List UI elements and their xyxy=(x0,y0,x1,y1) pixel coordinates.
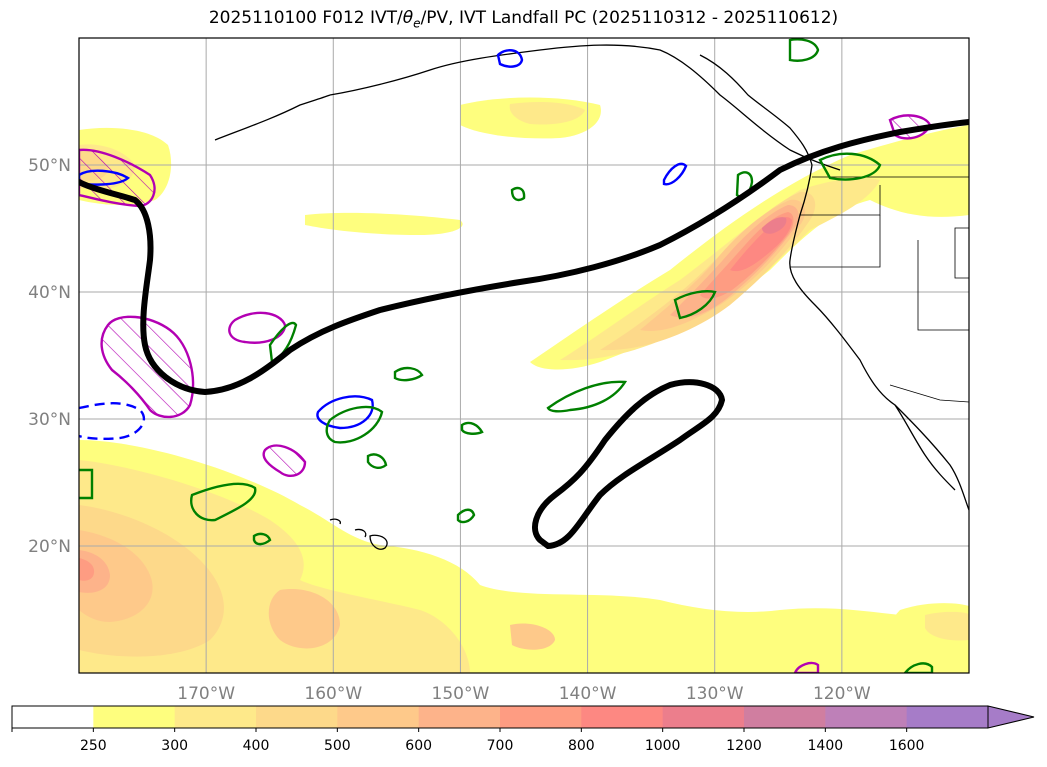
colorbar-level-label: 700 xyxy=(486,738,514,754)
map-figure: 20°N 30°N 40°N 50°N 170°W 160°W 150°W 140°W 130… xyxy=(28,37,970,700)
coastline-alaska xyxy=(329,44,841,171)
theta-e-contour-1 xyxy=(190,482,257,522)
colorbar-level-label: 400 xyxy=(242,738,270,754)
coastline-bc xyxy=(699,54,813,166)
pv-contour-southeast xyxy=(793,661,820,673)
colorbar-ticks xyxy=(11,728,908,732)
landfall-contours xyxy=(79,119,969,550)
border-or-ca xyxy=(790,215,881,268)
colorbar-segment xyxy=(662,706,745,728)
colorbar-segment xyxy=(12,706,94,728)
ivt-shading xyxy=(79,97,969,673)
colorbar-level-label: 1200 xyxy=(726,738,762,754)
lat-tick-label: 20°N xyxy=(28,537,71,557)
coastline-hawaii-1 xyxy=(329,518,341,525)
colorbar-level-label: 800 xyxy=(567,738,595,754)
theta-e-contour-14 xyxy=(252,532,272,546)
colorbar xyxy=(11,705,1035,732)
theta-e-contour-10 xyxy=(393,366,424,382)
ivt-fill-plume-8 xyxy=(762,217,787,234)
page-title: 2025110100 F012 IVT/θe/PV, IVT Landfall … xyxy=(208,8,839,31)
colorbar-segment xyxy=(744,706,826,728)
landfall-contour-main xyxy=(79,119,969,396)
theta-e-contour-13 xyxy=(366,453,388,470)
theta-e-contour-9 xyxy=(79,468,94,500)
ivt-fill-south-small xyxy=(510,623,555,650)
colorbar-level-label: 300 xyxy=(161,738,189,754)
colorbar-segment xyxy=(337,706,420,728)
pv-negative-dashed xyxy=(79,402,146,441)
latitude-labels: 20°N 30°N 40°N 50°N xyxy=(28,156,71,557)
ivt-fill-southwest-4 xyxy=(79,530,153,622)
colorbar-level-label: 250 xyxy=(79,738,107,754)
longitude-labels: 170°W 160°W 150°W 140°W 130°W 120°W xyxy=(177,684,871,700)
border-us-mexico xyxy=(889,384,969,403)
pv-contour-west xyxy=(100,315,195,419)
theta-e-contour-3 xyxy=(546,380,628,413)
pv-contour-south xyxy=(262,444,307,477)
lat-tick-label: 50°N xyxy=(28,156,71,176)
colorbar-level-label: 1400 xyxy=(807,738,844,754)
map-frame xyxy=(78,37,970,674)
colorbar-level-label: 1600 xyxy=(888,738,925,754)
ivt-fill-north-band-2 xyxy=(509,102,585,125)
coastline-west-us xyxy=(789,164,969,511)
coastline-alaska-islands xyxy=(214,94,331,141)
ivt-fill-southwest-6 xyxy=(79,558,95,581)
theta-e-contour-6 xyxy=(788,38,820,62)
theta-e-contour-7 xyxy=(818,152,882,181)
lat-tick-label: 30°N xyxy=(28,410,71,430)
colorbar-segment xyxy=(500,706,582,728)
theta-e-contour-4 xyxy=(673,290,717,320)
ivt-fill-central-strip xyxy=(305,212,463,235)
coastline-baja xyxy=(894,404,956,491)
colorbar-segment xyxy=(825,706,908,728)
map-gridlines xyxy=(79,38,969,673)
lon-tick-label: 160°W xyxy=(304,684,362,700)
coastline-hawaii-2 xyxy=(354,528,367,538)
colorbar-segment xyxy=(256,706,338,728)
colorbar-level-label: 600 xyxy=(405,738,433,754)
ivt-fill-southeast-2 xyxy=(925,611,969,641)
ivt-fill-southwest-5 xyxy=(79,550,110,593)
theta-e-contour-16 xyxy=(510,186,526,202)
lon-tick-label: 140°W xyxy=(559,684,617,700)
landfall-contour-loop xyxy=(532,379,726,550)
map-plot-area xyxy=(79,38,969,673)
state-borders xyxy=(790,176,969,403)
colorbar-segment xyxy=(174,706,257,728)
coastline-hawaii-3 xyxy=(369,534,388,550)
lon-tick-label: 170°W xyxy=(177,684,235,700)
coastlines xyxy=(214,44,969,550)
pv-negative-center xyxy=(316,395,374,430)
colorbar-segment xyxy=(93,706,176,728)
lat-tick-label: 40°N xyxy=(28,283,71,303)
lon-tick-label: 130°W xyxy=(686,684,744,700)
theta-e-contour-15 xyxy=(903,662,934,673)
colorbar-extend-max xyxy=(987,705,1035,729)
lon-tick-label: 120°W xyxy=(813,684,871,700)
colorbar-segment xyxy=(418,706,501,728)
colorbar-level-label: 500 xyxy=(323,738,351,754)
border-box xyxy=(954,227,969,279)
pv-contours xyxy=(79,49,932,673)
border-nv-ut xyxy=(917,240,969,331)
theta-e-contour-12 xyxy=(456,508,476,524)
colorbar-level-label: 1000 xyxy=(644,738,681,754)
ivt-fill-south-blob xyxy=(268,589,340,649)
theta-e-contour-2 xyxy=(325,405,384,444)
colorbar-segments xyxy=(11,705,1035,729)
pv-negative-plume xyxy=(662,162,688,186)
pv-negative-north xyxy=(496,49,524,68)
colorbar-segment xyxy=(906,706,989,728)
colorbar-segment xyxy=(581,706,664,728)
lon-tick-label: 150°W xyxy=(432,684,490,700)
theta-e-contour-11 xyxy=(460,421,484,435)
